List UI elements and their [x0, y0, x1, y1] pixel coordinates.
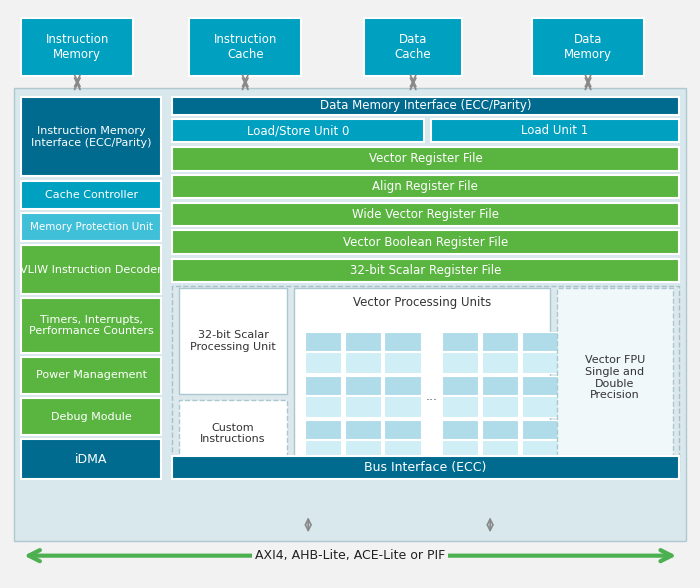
- FancyBboxPatch shape: [384, 332, 421, 351]
- FancyBboxPatch shape: [384, 352, 421, 373]
- FancyBboxPatch shape: [482, 376, 518, 395]
- FancyBboxPatch shape: [442, 332, 478, 351]
- Text: AXI4, AHB-Lite, ACE-Lite or PIF: AXI4, AHB-Lite, ACE-Lite or PIF: [255, 549, 445, 562]
- Text: Data
Memory: Data Memory: [564, 33, 612, 61]
- FancyBboxPatch shape: [172, 97, 679, 115]
- FancyBboxPatch shape: [522, 440, 558, 462]
- FancyBboxPatch shape: [442, 376, 478, 395]
- Text: Vector FPU
Single and
Double
Precision: Vector FPU Single and Double Precision: [585, 355, 645, 400]
- Text: 32-bit Scalar
Processing Unit: 32-bit Scalar Processing Unit: [190, 330, 276, 352]
- FancyBboxPatch shape: [442, 396, 478, 417]
- FancyBboxPatch shape: [430, 119, 679, 142]
- FancyBboxPatch shape: [304, 440, 341, 462]
- FancyBboxPatch shape: [522, 396, 558, 417]
- FancyBboxPatch shape: [172, 147, 679, 171]
- Text: Instruction
Memory: Instruction Memory: [46, 33, 109, 61]
- FancyBboxPatch shape: [384, 396, 421, 417]
- Text: Vector Boolean Register File: Vector Boolean Register File: [343, 236, 508, 249]
- FancyBboxPatch shape: [522, 376, 558, 395]
- Text: Debug Module: Debug Module: [51, 412, 132, 422]
- FancyBboxPatch shape: [21, 439, 161, 479]
- FancyBboxPatch shape: [482, 396, 518, 417]
- FancyBboxPatch shape: [532, 18, 644, 76]
- Text: Vector Processing Units: Vector Processing Units: [353, 296, 491, 309]
- FancyBboxPatch shape: [344, 396, 381, 417]
- Text: Bus Interface (ECC): Bus Interface (ECC): [364, 461, 486, 474]
- FancyBboxPatch shape: [344, 420, 381, 439]
- FancyBboxPatch shape: [522, 332, 558, 351]
- FancyBboxPatch shape: [21, 181, 161, 209]
- FancyBboxPatch shape: [178, 400, 287, 467]
- FancyBboxPatch shape: [522, 420, 558, 439]
- FancyBboxPatch shape: [172, 175, 679, 198]
- FancyBboxPatch shape: [482, 420, 518, 439]
- FancyBboxPatch shape: [344, 352, 381, 373]
- FancyBboxPatch shape: [482, 440, 518, 462]
- FancyBboxPatch shape: [189, 18, 301, 76]
- FancyBboxPatch shape: [384, 376, 421, 395]
- FancyBboxPatch shape: [172, 286, 679, 473]
- FancyBboxPatch shape: [304, 420, 341, 439]
- Text: Instruction Memory
Interface (ECC/Parity): Instruction Memory Interface (ECC/Parity…: [31, 126, 152, 148]
- FancyBboxPatch shape: [172, 203, 679, 226]
- FancyBboxPatch shape: [557, 288, 673, 467]
- FancyBboxPatch shape: [21, 298, 161, 353]
- Text: VLIW Instruction Decoder: VLIW Instruction Decoder: [20, 265, 162, 275]
- Text: Memory Protection Unit: Memory Protection Unit: [30, 222, 153, 232]
- FancyBboxPatch shape: [172, 456, 679, 479]
- Text: iDMA: iDMA: [75, 453, 108, 466]
- FancyBboxPatch shape: [21, 245, 161, 294]
- FancyBboxPatch shape: [522, 352, 558, 373]
- Text: Wide Vector Register File: Wide Vector Register File: [352, 208, 499, 221]
- FancyBboxPatch shape: [21, 357, 161, 394]
- FancyBboxPatch shape: [21, 398, 161, 435]
- FancyBboxPatch shape: [172, 119, 424, 142]
- FancyBboxPatch shape: [14, 88, 686, 541]
- Text: Vector Register File: Vector Register File: [368, 152, 482, 165]
- Text: Align Register File: Align Register File: [372, 180, 478, 193]
- FancyBboxPatch shape: [21, 97, 161, 176]
- FancyBboxPatch shape: [294, 288, 550, 467]
- FancyBboxPatch shape: [21, 18, 133, 76]
- FancyBboxPatch shape: [304, 376, 341, 395]
- Text: Cache Controller: Cache Controller: [45, 189, 138, 200]
- Text: 32-bit Scalar Register File: 32-bit Scalar Register File: [350, 264, 501, 277]
- FancyBboxPatch shape: [344, 440, 381, 462]
- FancyBboxPatch shape: [442, 420, 478, 439]
- FancyBboxPatch shape: [344, 376, 381, 395]
- FancyBboxPatch shape: [21, 213, 161, 241]
- FancyBboxPatch shape: [482, 332, 518, 351]
- Text: ...: ...: [426, 390, 438, 403]
- FancyBboxPatch shape: [304, 332, 341, 351]
- FancyBboxPatch shape: [304, 352, 341, 373]
- FancyBboxPatch shape: [482, 352, 518, 373]
- FancyBboxPatch shape: [172, 259, 679, 282]
- FancyBboxPatch shape: [442, 440, 478, 462]
- Text: Instruction
Cache: Instruction Cache: [214, 33, 277, 61]
- FancyBboxPatch shape: [304, 396, 341, 417]
- FancyBboxPatch shape: [178, 288, 287, 394]
- Text: Data Memory Interface (ECC/Parity): Data Memory Interface (ECC/Parity): [320, 99, 531, 112]
- Text: Custom
Instructions: Custom Instructions: [200, 423, 266, 445]
- Text: Timers, Interrupts,
Performance Counters: Timers, Interrupts, Performance Counters: [29, 315, 154, 336]
- FancyBboxPatch shape: [384, 420, 421, 439]
- Text: Power Management: Power Management: [36, 370, 147, 380]
- Text: Data
Cache: Data Cache: [395, 33, 431, 61]
- FancyBboxPatch shape: [172, 230, 679, 254]
- Text: Load Unit 1: Load Unit 1: [522, 124, 589, 137]
- FancyBboxPatch shape: [442, 352, 478, 373]
- FancyBboxPatch shape: [384, 440, 421, 462]
- FancyBboxPatch shape: [364, 18, 462, 76]
- FancyBboxPatch shape: [344, 332, 381, 351]
- Text: Load/Store Unit 0: Load/Store Unit 0: [246, 124, 349, 137]
